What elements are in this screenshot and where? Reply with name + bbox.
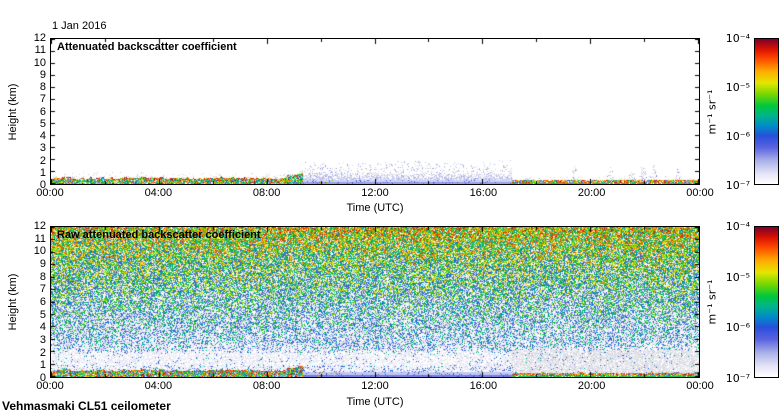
x-tick-label: 16:00 <box>469 380 498 392</box>
y-tick-label: 8 <box>39 270 46 283</box>
y-tick-label: 4 <box>39 321 46 334</box>
time-axis-label-bottom: Time (UTC) <box>346 396 404 408</box>
x-tick-label: 00:00 <box>686 380 714 392</box>
x-tick-label: 00:00 <box>36 187 64 199</box>
colorbar-top-gradient <box>755 39 778 184</box>
y-tick-label: 11 <box>34 44 46 57</box>
y-tick-label: 6 <box>39 105 46 118</box>
colorbar-tick-label: 10⁻⁶ <box>725 130 750 143</box>
x-tick-label: 20:00 <box>577 380 606 392</box>
colorbar-unit-bottom-text: m⁻¹ sr⁻¹ <box>705 279 719 325</box>
y-tick-label: 9 <box>39 258 46 270</box>
y-tick-label: 9 <box>39 68 46 81</box>
y-tick-label: 12 <box>33 220 46 232</box>
colorbar-tick-label: 10⁻⁶ <box>725 321 750 335</box>
x-tick-label: 16:00 <box>469 187 498 199</box>
instrument-caption: Vehmasmaki CL51 ceilometer <box>2 399 171 413</box>
y-tick-label: 12 <box>33 32 46 44</box>
y-tick-label: 5 <box>39 308 46 321</box>
colorbar-tick-label: 10⁻⁴ <box>725 32 750 45</box>
attenuated-backscatter-panel: Attenuated backscatter coefficient <box>50 38 700 185</box>
x-tick-label: 08:00 <box>252 380 281 392</box>
y-tick-label: 3 <box>39 142 46 155</box>
colorbar-top <box>754 38 779 185</box>
y-tick-label: 2 <box>39 346 46 359</box>
height-axis-label-top-text: Height (km) <box>7 83 19 141</box>
colorbar-tick-label: 10⁻⁴ <box>725 220 750 233</box>
colorbar-bottom-gradient <box>755 227 778 377</box>
colorbar-tick-label: 10⁻⁷ <box>725 372 750 385</box>
date-title: 1 Jan 2016 <box>52 20 107 32</box>
y-tick-label: 0 <box>39 179 46 191</box>
x-tick-label: 04:00 <box>144 187 173 199</box>
x-tick-label: 00:00 <box>686 187 714 199</box>
colorbar-tick-label: 10⁻⁵ <box>725 270 750 284</box>
y-tick-label: 0 <box>39 372 46 384</box>
x-tick-label: 08:00 <box>252 187 281 199</box>
y-tick-label: 6 <box>39 296 46 308</box>
colorbar-bottom <box>754 226 779 378</box>
x-tick-label: 12:00 <box>361 380 389 392</box>
y-tick-label: 10 <box>33 245 46 258</box>
colorbar-tick-label: 10⁻⁷ <box>725 179 750 192</box>
x-tick-label: 04:00 <box>144 380 173 392</box>
x-tick-label: 00:00 <box>36 380 64 392</box>
raw-backscatter-panel: Raw attenuated backscatter coefficient <box>50 226 700 378</box>
raw-backscatter-heatmap <box>51 227 699 377</box>
y-tick-label: 10 <box>33 56 46 69</box>
x-tick-label: 20:00 <box>577 187 606 199</box>
colorbar-unit-top-text: m⁻¹ sr⁻¹ <box>705 89 719 135</box>
y-tick-label: 1 <box>39 166 46 179</box>
y-tick-label: 11 <box>34 232 46 245</box>
raw-panel-title: Raw attenuated backscatter coefficient <box>57 229 261 241</box>
y-tick-label: 1 <box>39 359 46 372</box>
y-tick-label: 4 <box>39 130 46 142</box>
y-tick-label: 7 <box>39 283 46 296</box>
attenuated-backscatter-heatmap <box>51 39 699 184</box>
y-tick-label: 5 <box>39 117 46 130</box>
x-tick-label: 12:00 <box>361 187 389 199</box>
time-axis-label-top: Time (UTC) <box>346 202 404 214</box>
y-tick-label: 2 <box>39 154 46 167</box>
height-axis-label-bottom-text: Height (km) <box>7 273 19 331</box>
colorbar-tick-label: 10⁻⁵ <box>725 81 750 94</box>
y-tick-label: 7 <box>39 93 46 106</box>
attenuated-panel-title: Attenuated backscatter coefficient <box>57 41 237 53</box>
y-tick-label: 8 <box>39 81 46 93</box>
y-tick-label: 3 <box>39 334 46 346</box>
